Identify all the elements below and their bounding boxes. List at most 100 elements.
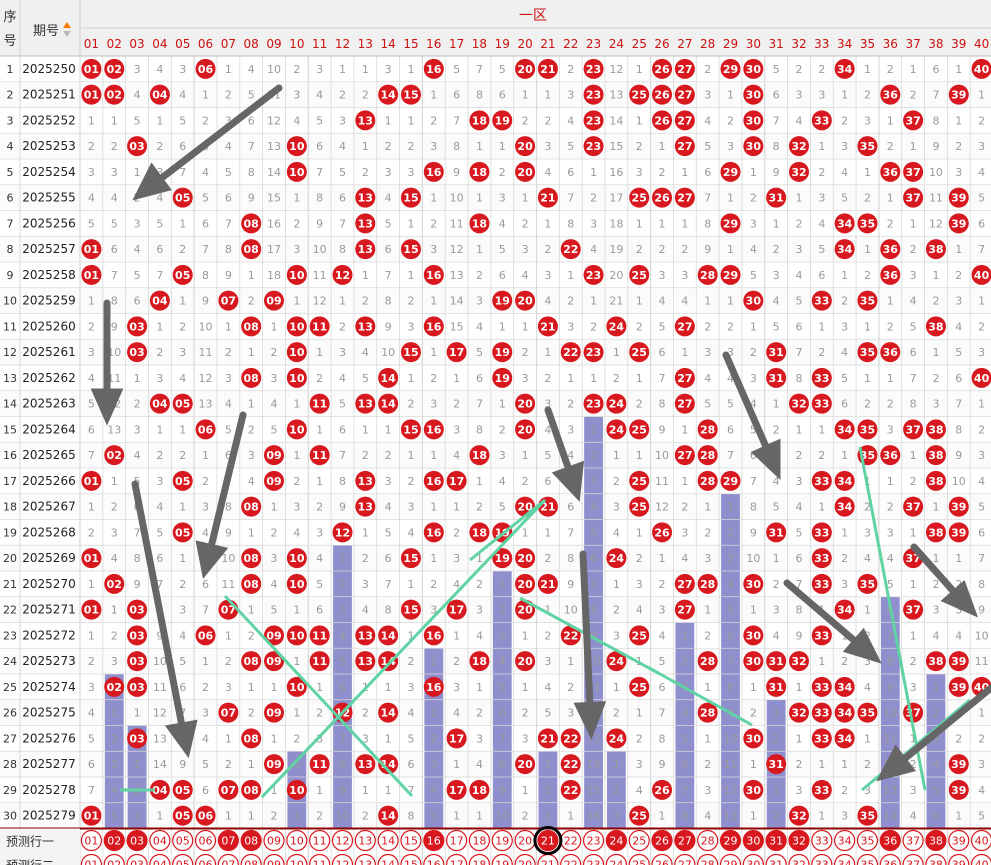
drawn-ball [81, 805, 102, 826]
gap-count: 20 [609, 269, 623, 282]
prediction-ball[interactable]: 07 [217, 829, 239, 852]
prediction-ball[interactable]: 38 [925, 829, 947, 852]
prediction-ball[interactable]: 05 [172, 829, 194, 852]
prediction-ball[interactable]: 17 [446, 829, 468, 852]
prediction-ball[interactable]: 31 [765, 829, 787, 852]
prediction-ball[interactable]: 10 [286, 829, 308, 852]
gap-count: 2 [316, 810, 323, 823]
gap-count: 2 [636, 552, 643, 565]
gap-count: 13 [883, 784, 897, 797]
drawn-number: 13 [358, 655, 373, 668]
selection-ring [533, 826, 563, 855]
drawn-ball [241, 316, 262, 337]
row-background [0, 133, 991, 159]
prediction-ball[interactable]: 04 [149, 829, 171, 852]
prediction-ball[interactable]: 13 [354, 829, 376, 852]
prediction-ball[interactable]: 27 [674, 829, 696, 852]
drawn-number: 20 [517, 166, 533, 179]
gap-count: 3 [499, 192, 506, 205]
drawn-ball [469, 651, 490, 672]
gap-count: 4 [795, 269, 802, 282]
gap-count: 1 [636, 217, 643, 230]
prediction-ball[interactable]: 25 [628, 829, 650, 852]
gap-count: 2 [476, 707, 483, 720]
drawn-number: 08 [244, 243, 259, 256]
prediction-ball-number: 17 [450, 835, 464, 848]
gap-count: 2 [544, 372, 551, 385]
gap-count: 3 [362, 578, 369, 591]
gap-count: 3 [88, 681, 95, 694]
sort-arrows-icon[interactable] [63, 22, 71, 37]
gap-count: 1 [544, 604, 551, 617]
prediction-ball[interactable]: 34 [834, 829, 856, 852]
drawn-number: 28 [700, 475, 715, 488]
gap-count: 13 [267, 140, 281, 153]
prediction-ball[interactable]: 32 [788, 829, 810, 852]
gap-count: 2 [522, 217, 529, 230]
prediction-ball[interactable]: 28 [697, 829, 719, 852]
drawn-ball [766, 187, 787, 208]
drawn-ball [743, 136, 764, 157]
gap-count: 2 [544, 552, 551, 565]
gap-count: 1 [567, 269, 574, 282]
gap-count: 2 [818, 449, 825, 462]
row-seq: 28 [3, 758, 17, 771]
drawn-number: 30 [746, 140, 762, 153]
prediction-ball[interactable]: 23 [582, 829, 605, 852]
gap-count: 2 [248, 629, 255, 642]
drawn-ball [880, 342, 901, 363]
prediction-ball[interactable]: 40 [970, 829, 991, 852]
drawn-ball [127, 728, 148, 749]
drawn-number: 05 [175, 810, 190, 823]
drawn-ball [811, 779, 832, 800]
drawn-number: 27 [677, 140, 692, 153]
gap-count: 13 [450, 269, 464, 282]
gap-count: 1 [522, 320, 529, 333]
row-seq: 22 [3, 604, 17, 617]
prediction-ball[interactable]: 12 [331, 829, 354, 852]
prediction-ball[interactable]: 09 [263, 829, 285, 852]
prediction-ball[interactable]: 01 [80, 829, 103, 852]
prediction-ball[interactable]: 33 [811, 829, 833, 852]
prediction-ball[interactable]: 29 [719, 829, 742, 852]
prediction-ball[interactable]: 15 [400, 829, 422, 852]
prediction-ball[interactable]: 35 [856, 829, 879, 852]
prediction-ball[interactable]: 30 [742, 829, 764, 852]
prediction-ball[interactable]: 36 [879, 829, 901, 852]
prediction-ball[interactable]: 19 [491, 829, 513, 852]
prediction-ball[interactable]: 06 [194, 829, 217, 852]
prediction-ball[interactable]: 14 [377, 829, 399, 852]
drawn-number: 13 [358, 192, 373, 205]
prediction-ball[interactable]: 39 [948, 829, 970, 852]
prediction-ball[interactable]: 11 [309, 829, 331, 852]
prediction-ball[interactable]: 18 [468, 829, 491, 852]
drawn-number: 01 [84, 475, 99, 488]
prediction-ball[interactable]: 21 [537, 829, 559, 852]
drawn-number: 37 [905, 707, 920, 720]
drawn-ball [857, 213, 878, 234]
prediction-ball[interactable]: 03 [126, 829, 148, 852]
prediction-ball[interactable]: 26 [651, 829, 673, 852]
drawn-ball [652, 84, 673, 105]
gap-count: 1 [910, 140, 917, 153]
drawn-ball [674, 573, 695, 594]
gap-count: 1 [476, 552, 483, 565]
drawn-ball [903, 419, 924, 440]
period-header[interactable]: 期号 [33, 24, 59, 39]
drawn-ball [149, 290, 170, 311]
prediction-ball[interactable]: 24 [605, 829, 627, 852]
prediction-ball[interactable]: 37 [902, 829, 924, 852]
drawn-number: 26 [654, 784, 670, 797]
gap-count: 1 [134, 372, 141, 385]
gap-count: 15 [450, 320, 464, 333]
gap-count: 6 [795, 320, 802, 333]
prediction-ball[interactable]: 16 [423, 829, 445, 852]
drawn-number: 08 [244, 552, 259, 565]
gap-count: 1 [704, 681, 711, 694]
column-header: 30 [746, 37, 761, 51]
drawn-number: 37 [905, 423, 920, 436]
prediction-ball[interactable]: 22 [560, 829, 582, 852]
prediction-ball[interactable]: 02 [103, 829, 125, 852]
prediction-ball[interactable]: 08 [240, 829, 262, 852]
prediction-ball[interactable]: 20 [514, 829, 536, 852]
